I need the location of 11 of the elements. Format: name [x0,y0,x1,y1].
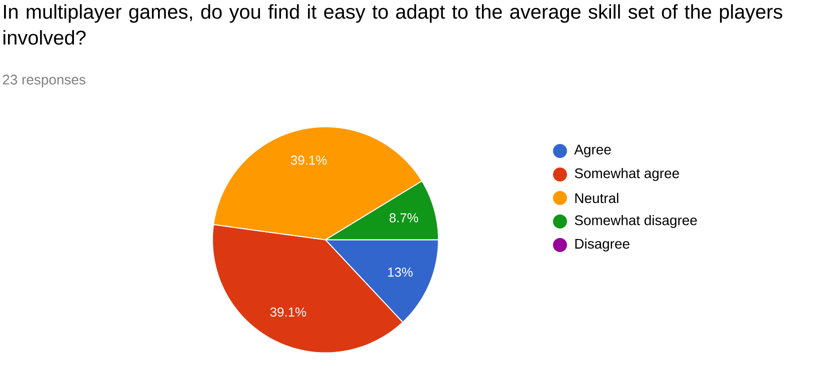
legend-label: Neutral [575,192,618,204]
text: 23 responses [2,74,86,88]
data-label: 8.7% [390,213,418,222]
legend-label: Somewhat agree [574,168,680,181]
data-label: 39.1% [270,308,306,317]
data-label: 13% [388,268,413,277]
chart-title: In multiplayer games, do you find it easy to adapt to the average skill set of the players involved? [4,4,782,45]
legend-label: Agree [574,144,611,158]
data-label: 39.1% [290,156,327,165]
legend-label: Somewhat disagree [574,214,697,228]
legend-label: Disagree [575,238,630,252]
